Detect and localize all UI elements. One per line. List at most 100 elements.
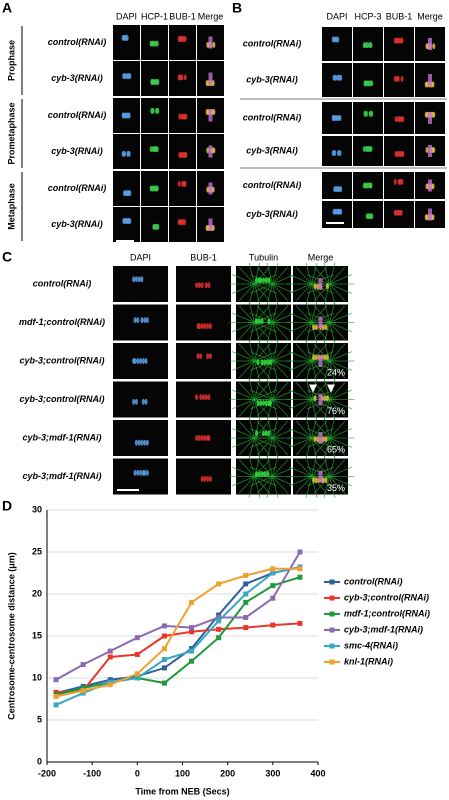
arrowhead [327, 384, 335, 393]
signal [144, 398, 148, 405]
spindle-fiber [272, 274, 295, 285]
column-header: BUB-1 [386, 11, 413, 21]
signal [212, 41, 216, 48]
signal [262, 430, 265, 437]
spindle-fiber [329, 360, 336, 383]
signal [196, 353, 200, 360]
spindle-fiber [329, 343, 346, 362]
spindle-fiber [232, 322, 255, 333]
spindle-fiber [256, 283, 273, 302]
spindle-fiber [254, 322, 277, 333]
signal [141, 469, 145, 476]
column-header: DAPI [116, 11, 137, 21]
spindle-fiber [272, 466, 295, 477]
signal [431, 183, 435, 190]
spindle-fiber [305, 360, 312, 383]
legend-label: mdf-1;control(RNAi) [344, 608, 430, 618]
spindle-fiber [323, 360, 330, 383]
signal [432, 111, 436, 118]
point [53, 677, 59, 683]
stage-label: Prophase [6, 40, 16, 81]
signal [264, 430, 268, 437]
spindle-fiber [254, 301, 261, 323]
spindle-fiber [313, 420, 330, 439]
stage-label: Metaphase [6, 183, 16, 230]
signal [432, 43, 436, 50]
signal [400, 151, 404, 157]
row-label: mdf-1;control(RNAi) [19, 317, 105, 327]
series-line [55, 622, 300, 694]
percentage: 76% [327, 406, 345, 416]
scale-bar [117, 489, 139, 491]
signal [195, 435, 199, 441]
signal [183, 36, 187, 42]
signal [268, 359, 272, 366]
signal [140, 317, 144, 324]
spindle-fiber [329, 428, 352, 439]
spindle-fiber [238, 420, 255, 439]
x-tick-label: 400 [310, 768, 325, 778]
spindle-fiber [329, 389, 352, 400]
signal [141, 358, 145, 364]
spindle-fiber [295, 266, 312, 285]
micrograph [322, 172, 352, 199]
signal [121, 112, 125, 119]
spindle-fiber [256, 382, 273, 400]
point [53, 693, 59, 699]
panel-label: C [2, 249, 12, 265]
y-tick-label: 0 [37, 756, 42, 766]
micrograph [113, 134, 140, 169]
signal [314, 477, 318, 484]
spindle-fiber [256, 459, 273, 477]
signal [318, 278, 323, 290]
micrograph [169, 134, 196, 169]
spindle-fiber [272, 283, 289, 302]
signal [208, 109, 213, 122]
signal [338, 150, 342, 156]
signal [206, 353, 210, 360]
signal [394, 116, 398, 123]
column-header: Merge [308, 252, 334, 262]
spindle-fiber [311, 399, 328, 417]
spindle-fiber [272, 360, 289, 379]
spindle-fiber [272, 266, 289, 285]
x-tick-label: 0 [135, 768, 140, 778]
micrograph [353, 102, 383, 134]
signal [266, 471, 270, 478]
micrograph [169, 25, 196, 60]
point [297, 620, 303, 626]
spindle-fiber [311, 437, 318, 460]
signal [207, 282, 211, 289]
spindle-fiber [248, 283, 255, 306]
spindle-fiber [266, 262, 273, 285]
spindle-fiber [329, 437, 352, 448]
spindle-fiber [232, 312, 255, 323]
spindle-fiber [232, 428, 255, 439]
signal [399, 209, 403, 216]
spindle-fiber [250, 283, 273, 294]
spindle-fiber [232, 389, 255, 400]
spindle-fiber [323, 399, 330, 421]
spindle-fiber [289, 428, 312, 439]
spindle-fiber [272, 476, 295, 487]
point [297, 549, 303, 555]
micrograph [384, 172, 414, 199]
spindle-fiber [289, 466, 312, 477]
spindle-fiber [323, 476, 330, 498]
point [189, 625, 195, 631]
signal [267, 430, 271, 437]
spindle-fiber [238, 459, 255, 477]
signal [266, 359, 270, 366]
signal [137, 276, 141, 283]
spindle-fiber [272, 283, 279, 306]
legend-marker [329, 643, 335, 649]
signal [314, 354, 318, 361]
signal [425, 147, 429, 153]
micrograph [141, 61, 168, 96]
row-label: control(RNAi) [243, 180, 302, 190]
spindle-fiber [256, 476, 273, 494]
spindle-fiber [254, 360, 261, 383]
spindle-fiber [254, 339, 261, 362]
spindle-fiber [295, 360, 312, 379]
